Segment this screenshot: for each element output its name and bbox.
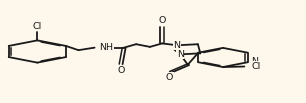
Text: NH: NH — [99, 43, 113, 52]
Text: N: N — [174, 41, 181, 50]
Text: N: N — [251, 57, 258, 66]
Text: N: N — [177, 50, 184, 59]
Text: O: O — [117, 66, 125, 75]
Text: Cl: Cl — [33, 22, 42, 31]
Text: O: O — [166, 73, 173, 82]
Text: Cl: Cl — [252, 62, 261, 71]
Text: O: O — [159, 16, 166, 25]
